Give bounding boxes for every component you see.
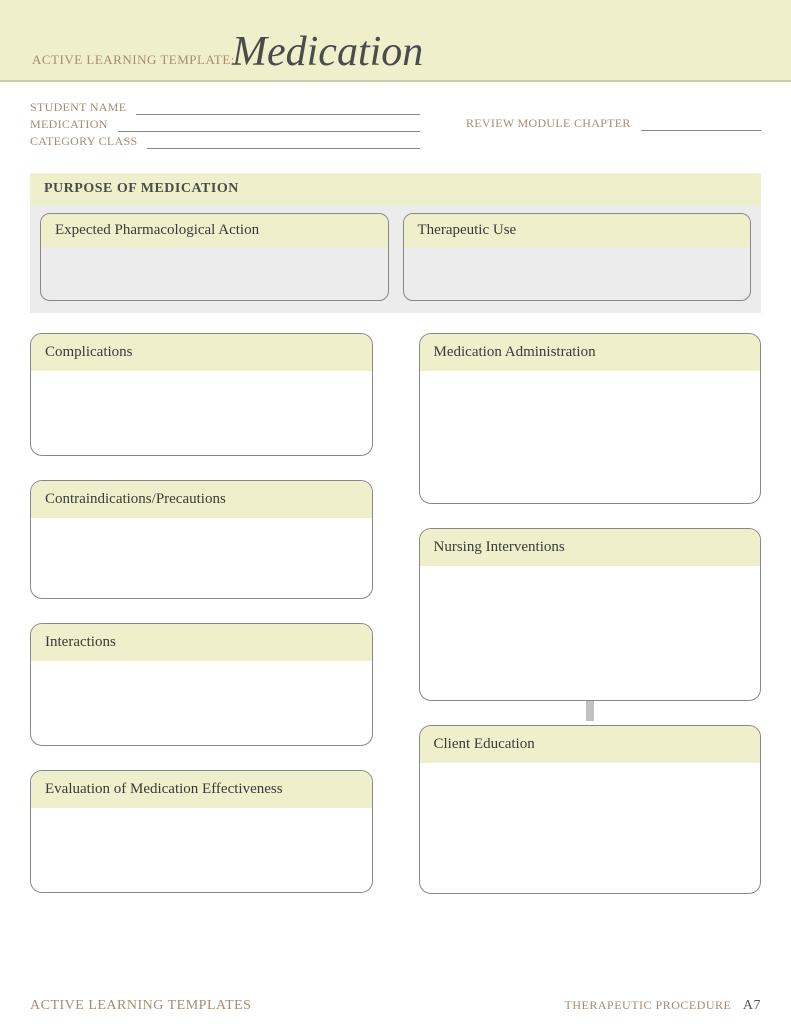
med-admin-body bbox=[420, 371, 761, 503]
category-class-line bbox=[147, 148, 420, 149]
review-module-line bbox=[641, 130, 761, 131]
footer-right-label: THERAPEUTIC PROCEDURE bbox=[565, 998, 732, 1012]
nursing-body bbox=[420, 566, 761, 700]
contraindications-label: Contraindications/Precautions bbox=[31, 481, 372, 518]
therapeutic-use-label: Therapeutic Use bbox=[404, 214, 751, 247]
medication-row: MEDICATION bbox=[30, 117, 420, 132]
connector-line bbox=[586, 701, 594, 721]
category-class-row: CATEGORY CLASS bbox=[30, 134, 420, 149]
pharm-action-label: Expected Pharmacological Action bbox=[41, 214, 388, 247]
client-ed-card: Client Education bbox=[419, 725, 762, 894]
header-prefix: ACTIVE LEARNING TEMPLATE: bbox=[32, 52, 235, 68]
med-admin-label: Medication Administration bbox=[420, 334, 761, 371]
review-module-row: REVIEW MODULE CHAPTER bbox=[466, 116, 761, 131]
complications-label: Complications bbox=[31, 334, 372, 371]
left-column: Complications Contraindications/Precauti… bbox=[30, 333, 373, 894]
interactions-body bbox=[31, 661, 372, 745]
medication-line bbox=[118, 131, 420, 132]
interactions-card: Interactions bbox=[30, 623, 373, 746]
student-name-line bbox=[136, 114, 420, 115]
interactions-label: Interactions bbox=[31, 624, 372, 661]
medication-label: MEDICATION bbox=[30, 117, 108, 132]
footer-page: A7 bbox=[743, 998, 761, 1013]
client-ed-body bbox=[420, 763, 761, 893]
right-column: Medication Administration Nursing Interv… bbox=[419, 333, 762, 894]
complications-card: Complications bbox=[30, 333, 373, 456]
header-band: ACTIVE LEARNING TEMPLATE: Medication bbox=[0, 0, 791, 82]
footer-left: ACTIVE LEARNING TEMPLATES bbox=[30, 998, 251, 1014]
review-module-label: REVIEW MODULE CHAPTER bbox=[466, 116, 631, 131]
evaluation-card: Evaluation of Medication Effectiveness bbox=[30, 770, 373, 893]
main-columns: Complications Contraindications/Precauti… bbox=[0, 313, 791, 894]
complications-body bbox=[31, 371, 372, 455]
footer: ACTIVE LEARNING TEMPLATES THERAPEUTIC PR… bbox=[0, 998, 791, 1014]
evaluation-label: Evaluation of Medication Effectiveness bbox=[31, 771, 372, 808]
pharm-action-card: Expected Pharmacological Action bbox=[40, 213, 389, 301]
therapeutic-use-card: Therapeutic Use bbox=[403, 213, 752, 301]
purpose-heading: PURPOSE OF MEDICATION bbox=[30, 173, 761, 205]
purpose-block: PURPOSE OF MEDICATION Expected Pharmacol… bbox=[30, 173, 761, 313]
category-class-label: CATEGORY CLASS bbox=[30, 134, 137, 149]
footer-right: THERAPEUTIC PROCEDURE A7 bbox=[565, 998, 761, 1014]
student-name-label: STUDENT NAME bbox=[30, 100, 126, 115]
nursing-card: Nursing Interventions bbox=[419, 528, 762, 701]
contraindications-body bbox=[31, 518, 372, 598]
info-block: STUDENT NAME MEDICATION CATEGORY CLASS R… bbox=[0, 82, 791, 159]
nursing-label: Nursing Interventions bbox=[420, 529, 761, 566]
student-name-row: STUDENT NAME bbox=[30, 100, 420, 115]
client-ed-label: Client Education bbox=[420, 726, 761, 763]
evaluation-body bbox=[31, 808, 372, 892]
header-title: Medication bbox=[232, 28, 423, 76]
contraindications-card: Contraindications/Precautions bbox=[30, 480, 373, 599]
med-admin-card: Medication Administration bbox=[419, 333, 762, 504]
